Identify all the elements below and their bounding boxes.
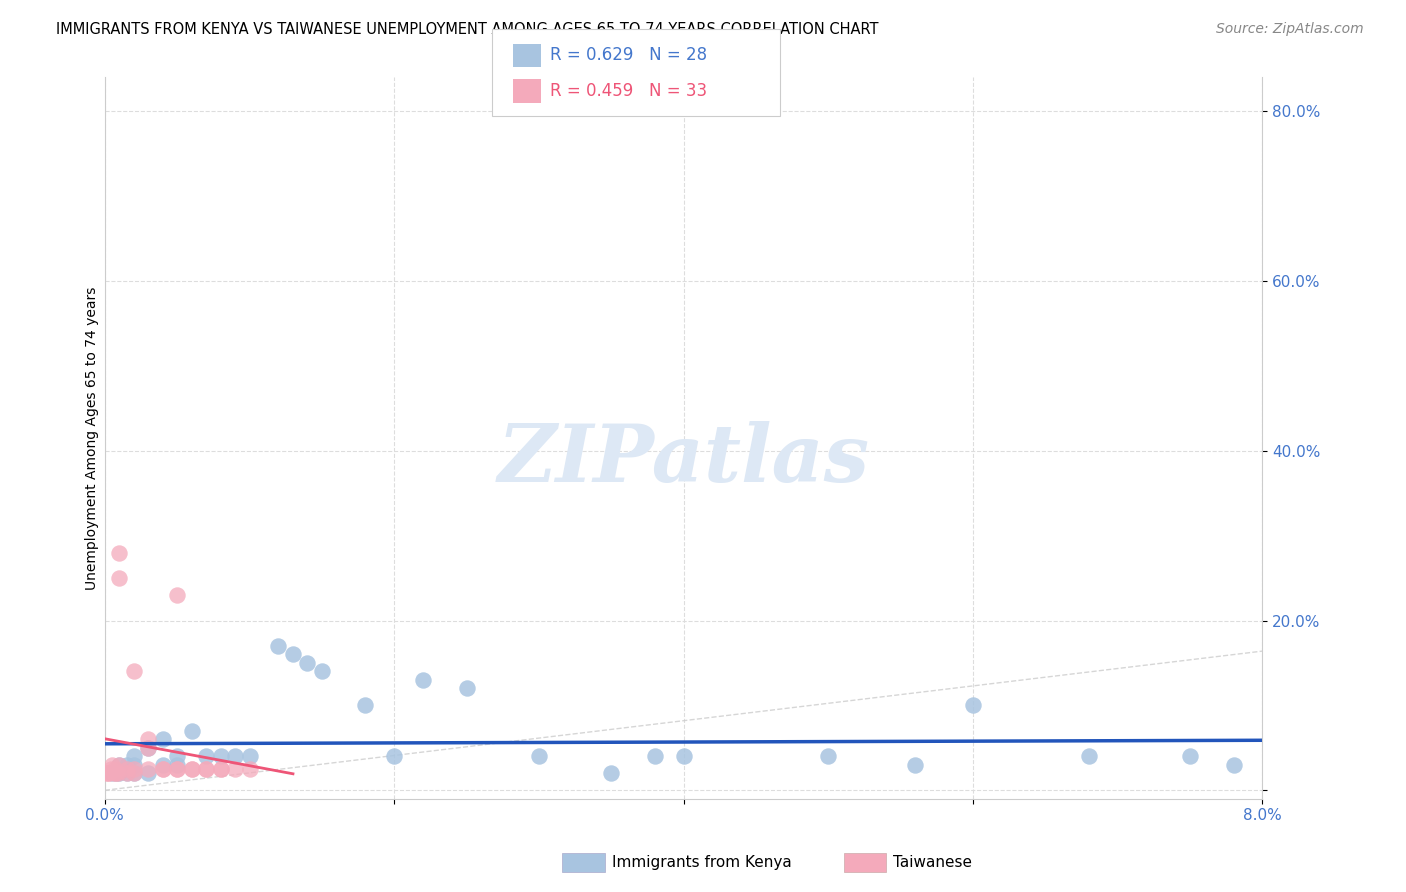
Point	[122, 749, 145, 764]
Point	[644, 749, 666, 764]
Point	[152, 762, 174, 776]
Text: R = 0.629   N = 28: R = 0.629 N = 28	[550, 46, 707, 64]
Point	[115, 766, 138, 780]
Point	[1178, 749, 1201, 764]
Point	[136, 766, 159, 780]
Point	[238, 749, 260, 764]
Point	[209, 749, 232, 764]
Point	[817, 749, 839, 764]
Point	[97, 766, 120, 780]
Point	[101, 757, 124, 772]
Point	[209, 762, 232, 776]
Point	[105, 766, 128, 780]
Point	[166, 762, 188, 776]
Point	[180, 723, 202, 738]
Point	[136, 740, 159, 755]
Point	[122, 665, 145, 679]
Text: ZIPatlas: ZIPatlas	[498, 421, 870, 499]
Point	[180, 762, 202, 776]
Point	[180, 762, 202, 776]
Point	[136, 732, 159, 747]
Text: IMMIGRANTS FROM KENYA VS TAIWANESE UNEMPLOYMENT AMONG AGES 65 TO 74 YEARS CORREL: IMMIGRANTS FROM KENYA VS TAIWANESE UNEMP…	[56, 22, 879, 37]
Point	[115, 766, 138, 780]
Point	[108, 757, 131, 772]
Point	[224, 749, 246, 764]
Point	[115, 757, 138, 772]
Point	[224, 762, 246, 776]
Text: Source: ZipAtlas.com: Source: ZipAtlas.com	[1216, 22, 1364, 37]
Point	[412, 673, 434, 687]
Point	[600, 766, 623, 780]
Point	[100, 762, 122, 776]
Point	[98, 766, 121, 780]
Point	[527, 749, 550, 764]
Point	[122, 766, 145, 780]
Point	[108, 546, 131, 560]
Point	[152, 762, 174, 776]
Point	[136, 762, 159, 776]
Point	[103, 766, 125, 780]
Point	[267, 639, 290, 653]
Point	[1077, 749, 1099, 764]
Point	[115, 762, 138, 776]
Point	[108, 571, 131, 585]
Point	[238, 762, 260, 776]
Point	[104, 762, 127, 776]
Point	[209, 762, 232, 776]
Point	[904, 757, 927, 772]
Point	[105, 766, 128, 780]
Point	[166, 757, 188, 772]
Point	[96, 766, 118, 780]
Point	[354, 698, 377, 713]
Point	[297, 656, 319, 670]
Point	[195, 749, 218, 764]
Point	[108, 757, 131, 772]
Point	[195, 762, 218, 776]
Point	[962, 698, 984, 713]
Text: Immigrants from Kenya: Immigrants from Kenya	[612, 855, 792, 870]
Point	[107, 766, 129, 780]
Point	[166, 749, 188, 764]
Text: R = 0.459   N = 33: R = 0.459 N = 33	[550, 82, 707, 100]
Point	[136, 740, 159, 755]
Point	[166, 762, 188, 776]
Point	[152, 757, 174, 772]
Point	[166, 588, 188, 602]
Point	[122, 757, 145, 772]
Point	[152, 732, 174, 747]
Point	[456, 681, 478, 696]
Point	[311, 665, 333, 679]
Point	[122, 762, 145, 776]
Point	[382, 749, 405, 764]
Point	[101, 766, 124, 780]
Point	[195, 762, 218, 776]
Point	[1222, 757, 1244, 772]
Point	[122, 766, 145, 780]
Y-axis label: Unemployment Among Ages 65 to 74 years: Unemployment Among Ages 65 to 74 years	[86, 286, 100, 590]
Text: Taiwanese: Taiwanese	[893, 855, 972, 870]
Point	[108, 766, 131, 780]
Point	[672, 749, 695, 764]
Point	[281, 648, 304, 662]
